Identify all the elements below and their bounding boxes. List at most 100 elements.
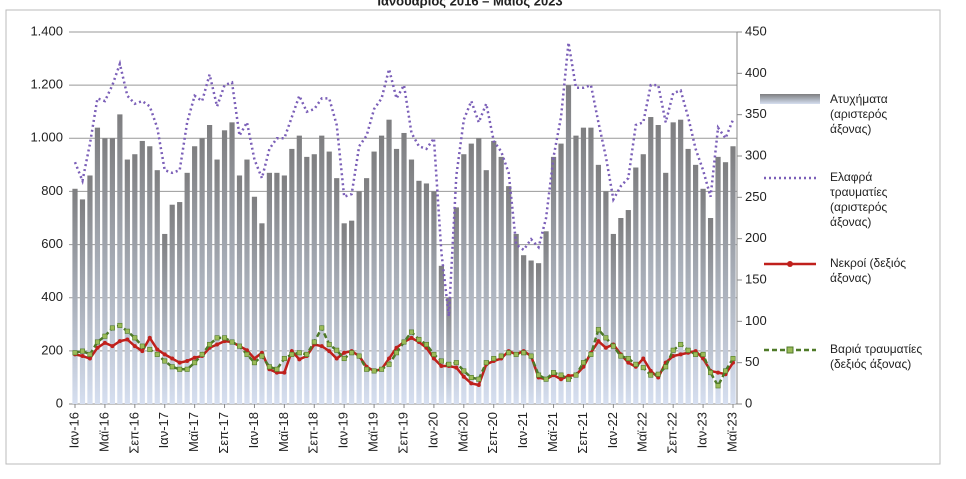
y2-tick-label: 350 [745,106,767,121]
point [693,351,699,357]
bar [311,154,317,404]
point [521,350,527,356]
point [102,340,107,345]
point [139,343,145,349]
bar [461,154,467,404]
point [379,366,385,372]
bar [341,223,347,404]
point [386,361,392,367]
x-tick-label: Μαϊ-20 [455,412,470,452]
point [648,368,653,373]
point [716,370,721,375]
bar [229,122,235,404]
y-tick-label: 1.400 [30,23,63,38]
point [327,349,332,354]
point [618,353,624,359]
point [394,345,399,350]
bar [304,156,310,404]
bar [483,170,489,404]
point [626,360,631,365]
bar [266,172,273,404]
bar [162,233,168,404]
point [356,353,362,359]
x-tick-label: Μαϊ-21 [545,412,560,452]
bar [124,159,130,404]
point [708,370,714,376]
point [244,348,249,353]
bar [319,135,325,404]
point [192,360,198,366]
bar [192,146,198,404]
point [678,341,684,347]
point [334,356,339,361]
bar [386,119,392,404]
point [319,344,324,349]
point [251,360,257,366]
point [229,339,235,345]
x-tick-label: Μαϊ-17 [186,412,201,452]
x-tick-label: Σεπ-22 [665,412,680,454]
point [461,374,466,379]
point [431,356,436,361]
point [491,356,497,362]
bar [206,125,213,404]
point [125,337,130,342]
point [87,356,92,361]
y-tick-label: 200 [41,342,63,357]
x-tick-label: Σεπ-20 [485,412,500,454]
point [349,350,355,356]
legend-label: Ατυχήματα (αριστερός άξονας) [830,92,888,136]
point [184,366,190,372]
point [72,350,78,356]
point [140,349,145,354]
bar [580,127,587,405]
bar [371,151,377,404]
point [476,382,481,387]
bar [72,188,78,404]
point [536,372,542,378]
legend-marker [786,346,794,354]
point [364,366,370,372]
bar [94,127,101,405]
bar [244,159,250,404]
point [596,339,601,344]
bar [678,119,684,404]
point [185,359,190,364]
legend-label: Νεκροί (δεξιός άξονας) [830,256,906,285]
point [559,377,564,382]
point [513,351,519,357]
x-tick-label: Ιαν-21 [515,412,530,448]
bar [274,172,280,404]
point [438,358,444,364]
bar [453,207,459,404]
bar [356,191,362,404]
legend-swatch [760,94,820,104]
bar [79,199,86,404]
point [244,351,250,357]
point [551,370,557,376]
point [558,372,564,378]
bar [334,178,340,404]
x-tick-label: Μαϊ-16 [96,412,111,452]
point [259,353,265,359]
y-tick-label: 400 [41,289,63,304]
bar [595,164,602,404]
point [394,350,400,356]
bar [633,167,639,404]
x-tick-label: Ιαν-19 [336,412,351,448]
point [132,335,138,341]
bar [423,183,430,404]
point [641,356,646,361]
point [439,363,444,368]
y-tick-label: 800 [41,183,63,198]
bar [214,159,220,404]
point [222,335,228,341]
bar [221,130,228,405]
y2-tick-label: 450 [745,23,767,38]
x-tick-label: Ιαν-23 [695,412,710,448]
point [633,361,639,367]
bar [648,117,654,405]
bar [326,151,332,404]
y2-tick-label: 0 [745,395,752,410]
point [648,372,654,378]
